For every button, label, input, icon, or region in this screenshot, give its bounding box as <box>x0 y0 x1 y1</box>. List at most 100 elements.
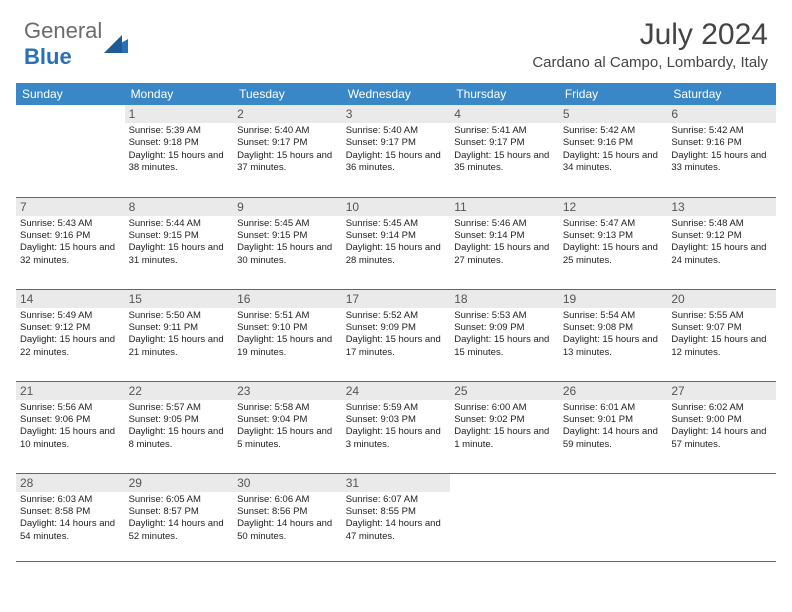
calendar-row: .1 Sunrise: 5:39 AMSunset: 9:18 PMDayligh… <box>16 105 776 197</box>
day-number: 18 <box>450 290 559 308</box>
weekday-header: Saturday <box>667 83 776 105</box>
calendar-cell: 12 Sunrise: 5:47 AMSunset: 9:13 PMDayligh… <box>559 197 668 289</box>
day-details: Sunrise: 5:55 AMSunset: 9:07 PMDaylight:… <box>671 310 772 359</box>
day-number: 31 <box>342 474 451 492</box>
day-details: Sunrise: 6:06 AMSunset: 8:56 PMDaylight:… <box>237 494 338 543</box>
day-details: Sunrise: 5:59 AMSunset: 9:03 PMDaylight:… <box>346 402 447 451</box>
logo-part1: General <box>24 18 102 43</box>
day-details: Sunrise: 5:54 AMSunset: 9:08 PMDaylight:… <box>563 310 664 359</box>
day-number: 14 <box>16 290 125 308</box>
calendar-cell: 21 Sunrise: 5:56 AMSunset: 9:06 PMDayligh… <box>16 381 125 473</box>
day-details: Sunrise: 5:43 AMSunset: 9:16 PMDaylight:… <box>20 218 121 267</box>
day-number: 7 <box>16 198 125 216</box>
day-details: Sunrise: 5:47 AMSunset: 9:13 PMDaylight:… <box>563 218 664 267</box>
day-number: 17 <box>342 290 451 308</box>
calendar-cell: . <box>450 473 559 561</box>
day-details: Sunrise: 5:45 AMSunset: 9:15 PMDaylight:… <box>237 218 338 267</box>
calendar-row: 7 Sunrise: 5:43 AMSunset: 9:16 PMDaylight… <box>16 197 776 289</box>
day-details: Sunrise: 5:42 AMSunset: 9:16 PMDaylight:… <box>671 125 772 174</box>
calendar-cell: 28 Sunrise: 6:03 AMSunset: 8:58 PMDayligh… <box>16 473 125 561</box>
calendar-cell: 13 Sunrise: 5:48 AMSunset: 9:12 PMDayligh… <box>667 197 776 289</box>
day-number: 21 <box>16 382 125 400</box>
weekday-header: Monday <box>125 83 234 105</box>
day-number: 20 <box>667 290 776 308</box>
day-details: Sunrise: 5:45 AMSunset: 9:14 PMDaylight:… <box>346 218 447 267</box>
day-details: Sunrise: 5:39 AMSunset: 9:18 PMDaylight:… <box>129 125 230 174</box>
calendar-cell: 16 Sunrise: 5:51 AMSunset: 9:10 PMDayligh… <box>233 289 342 381</box>
calendar-cell: 8 Sunrise: 5:44 AMSunset: 9:15 PMDaylight… <box>125 197 234 289</box>
day-number: 27 <box>667 382 776 400</box>
day-number: 16 <box>233 290 342 308</box>
calendar-cell: 10 Sunrise: 5:45 AMSunset: 9:14 PMDayligh… <box>342 197 451 289</box>
month-title: July 2024 <box>532 18 768 52</box>
calendar-cell: 19 Sunrise: 5:54 AMSunset: 9:08 PMDayligh… <box>559 289 668 381</box>
calendar-cell: 4 Sunrise: 5:41 AMSunset: 9:17 PMDaylight… <box>450 105 559 197</box>
logo-part2: Blue <box>24 44 72 69</box>
day-number: 13 <box>667 198 776 216</box>
day-details: Sunrise: 5:51 AMSunset: 9:10 PMDaylight:… <box>237 310 338 359</box>
calendar-cell: 29Sunrise: 6:05 AMSunset: 8:57 PMDayligh… <box>125 473 234 561</box>
day-details: Sunrise: 5:48 AMSunset: 9:12 PMDaylight:… <box>671 218 772 267</box>
calendar-cell: 23 Sunrise: 5:58 AMSunset: 9:04 PMDayligh… <box>233 381 342 473</box>
calendar-cell: 27Sunrise: 6:02 AMSunset: 9:00 PMDayligh… <box>667 381 776 473</box>
day-number: 15 <box>125 290 234 308</box>
day-number: 8 <box>125 198 234 216</box>
day-number: 4 <box>450 105 559 123</box>
logo: General Blue <box>24 18 128 70</box>
calendar-cell: 22 Sunrise: 5:57 AMSunset: 9:05 PMDayligh… <box>125 381 234 473</box>
day-number: 24 <box>342 382 451 400</box>
calendar-cell: 2Sunrise: 5:40 AMSunset: 9:17 PMDaylight… <box>233 105 342 197</box>
calendar-cell: 6Sunrise: 5:42 AMSunset: 9:16 PMDaylight… <box>667 105 776 197</box>
day-number: 9 <box>233 198 342 216</box>
day-number: 22 <box>125 382 234 400</box>
calendar-row: 28 Sunrise: 6:03 AMSunset: 8:58 PMDayligh… <box>16 473 776 561</box>
day-details: Sunrise: 6:03 AMSunset: 8:58 PMDaylight:… <box>20 494 121 543</box>
day-details: Sunrise: 5:46 AMSunset: 9:14 PMDaylight:… <box>454 218 555 267</box>
day-number: 30 <box>233 474 342 492</box>
day-number: 10 <box>342 198 451 216</box>
day-details: Sunrise: 6:07 AMSunset: 8:55 PMDaylight:… <box>346 494 447 543</box>
day-details: Sunrise: 5:57 AMSunset: 9:05 PMDaylight:… <box>129 402 230 451</box>
calendar-cell: 25 Sunrise: 6:00 AMSunset: 9:02 PMDayligh… <box>450 381 559 473</box>
calendar-cell: 31 Sunrise: 6:07 AMSunset: 8:55 PMDayligh… <box>342 473 451 561</box>
day-details: Sunrise: 5:49 AMSunset: 9:12 PMDaylight:… <box>20 310 121 359</box>
logo-text: General Blue <box>24 18 102 70</box>
day-details: Sunrise: 6:00 AMSunset: 9:02 PMDaylight:… <box>454 402 555 451</box>
header: General Blue July 2024 Cardano al Campo,… <box>0 0 792 75</box>
day-number: 29 <box>125 474 234 492</box>
calendar-row: 14 Sunrise: 5:49 AMSunset: 9:12 PMDayligh… <box>16 289 776 381</box>
day-number: 26 <box>559 382 668 400</box>
day-number: 11 <box>450 198 559 216</box>
day-details: Sunrise: 5:56 AMSunset: 9:06 PMDaylight:… <box>20 402 121 451</box>
weekday-header: Thursday <box>450 83 559 105</box>
calendar-cell: . <box>16 105 125 197</box>
day-number: 19 <box>559 290 668 308</box>
calendar-cell: 5Sunrise: 5:42 AMSunset: 9:16 PMDaylight… <box>559 105 668 197</box>
calendar-cell: 18 Sunrise: 5:53 AMSunset: 9:09 PMDayligh… <box>450 289 559 381</box>
day-details: Sunrise: 5:58 AMSunset: 9:04 PMDaylight:… <box>237 402 338 451</box>
day-number: 25 <box>450 382 559 400</box>
day-number: 28 <box>16 474 125 492</box>
calendar-table: SundayMondayTuesdayWednesdayThursdayFrid… <box>16 83 776 562</box>
calendar-cell: 26Sunrise: 6:01 AMSunset: 9:01 PMDayligh… <box>559 381 668 473</box>
day-number: 1 <box>125 105 234 123</box>
day-number: 23 <box>233 382 342 400</box>
day-details: Sunrise: 5:44 AMSunset: 9:15 PMDaylight:… <box>129 218 230 267</box>
day-number: 12 <box>559 198 668 216</box>
day-details: Sunrise: 5:41 AMSunset: 9:17 PMDaylight:… <box>454 125 555 174</box>
weekday-header: Tuesday <box>233 83 342 105</box>
day-number: 5 <box>559 105 668 123</box>
calendar-cell: 3Sunrise: 5:40 AMSunset: 9:17 PMDaylight… <box>342 105 451 197</box>
calendar-row: 21 Sunrise: 5:56 AMSunset: 9:06 PMDayligh… <box>16 381 776 473</box>
calendar-cell: 15Sunrise: 5:50 AMSunset: 9:11 PMDayligh… <box>125 289 234 381</box>
calendar-cell: . <box>559 473 668 561</box>
weekday-header: Wednesday <box>342 83 451 105</box>
day-details: Sunrise: 5:53 AMSunset: 9:09 PMDaylight:… <box>454 310 555 359</box>
weekday-header: Friday <box>559 83 668 105</box>
calendar-cell: 1 Sunrise: 5:39 AMSunset: 9:18 PMDaylight… <box>125 105 234 197</box>
calendar-cell: 24 Sunrise: 5:59 AMSunset: 9:03 PMDayligh… <box>342 381 451 473</box>
day-details: Sunrise: 5:40 AMSunset: 9:17 PMDaylight:… <box>346 125 447 174</box>
calendar-cell: 17Sunrise: 5:52 AMSunset: 9:09 PMDayligh… <box>342 289 451 381</box>
location-label: Cardano al Campo, Lombardy, Italy <box>532 54 768 71</box>
calendar-cell: 30 Sunrise: 6:06 AMSunset: 8:56 PMDayligh… <box>233 473 342 561</box>
